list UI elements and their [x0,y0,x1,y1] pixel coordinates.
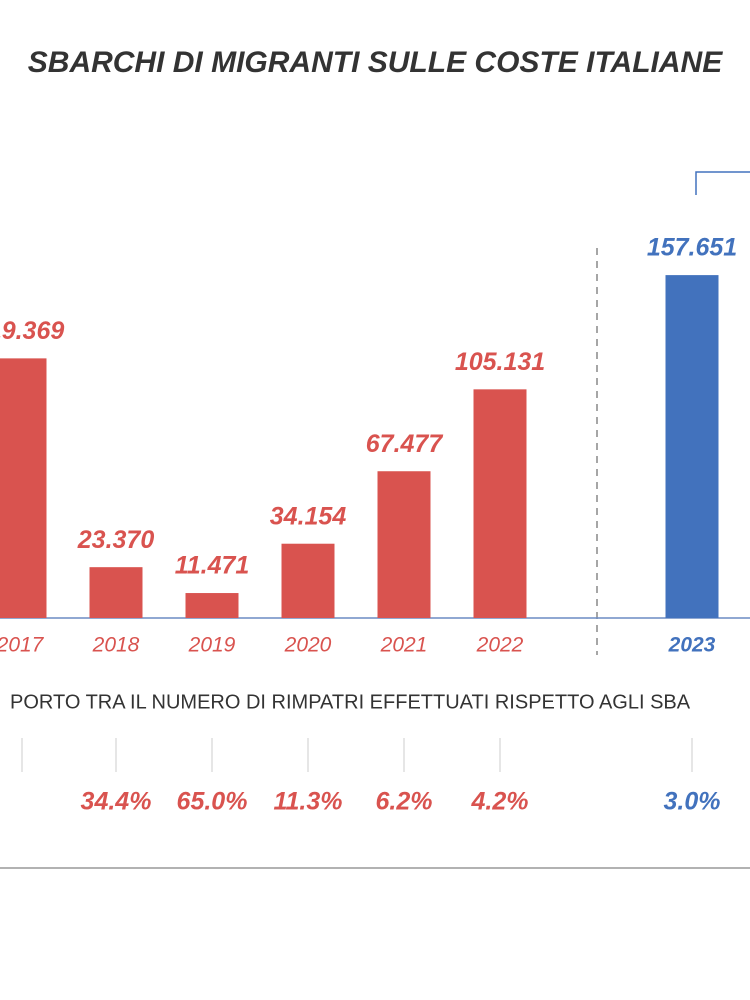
ratio-label: 11.3% [273,788,342,816]
bar [89,567,143,618]
x-tick-label: 2020 [284,634,332,657]
ratio-label: 3.0% [664,788,721,816]
ratio-label: 6.2% [376,788,433,816]
value-label: 11.471 [175,552,250,580]
x-tick-label: 2017 [0,634,45,657]
value-label: 34.154 [270,502,347,530]
value-label: 105.131 [455,348,545,376]
value-label: 157.651 [647,234,737,262]
ratio-label: 65.0% [177,788,248,816]
x-tick-label: 2021 [380,634,428,657]
ratio-label: 4.2% [471,788,529,816]
bar [473,389,527,618]
value-label: 67.477 [366,430,444,458]
ratio-title: PORTO TRA IL NUMERO DI RIMPATRI EFFETTUA… [10,691,691,713]
bar [377,471,431,618]
x-tick-label: 2022 [476,634,524,657]
x-tick-label: 2019 [188,634,236,657]
bar [281,543,335,618]
bracket [695,171,750,195]
value-label: 23.370 [77,526,155,554]
x-tick-label: 2023 [668,634,716,657]
value-label: 119.369 [0,317,64,345]
bar [665,275,719,618]
bar [185,593,239,618]
bar [0,358,47,618]
x-tick-label: 2018 [92,634,140,657]
ratio-label: 34.4% [81,788,152,816]
chart-title: SBARCHI DI MIGRANTI SULLE COSTE ITALIANE [28,46,723,79]
